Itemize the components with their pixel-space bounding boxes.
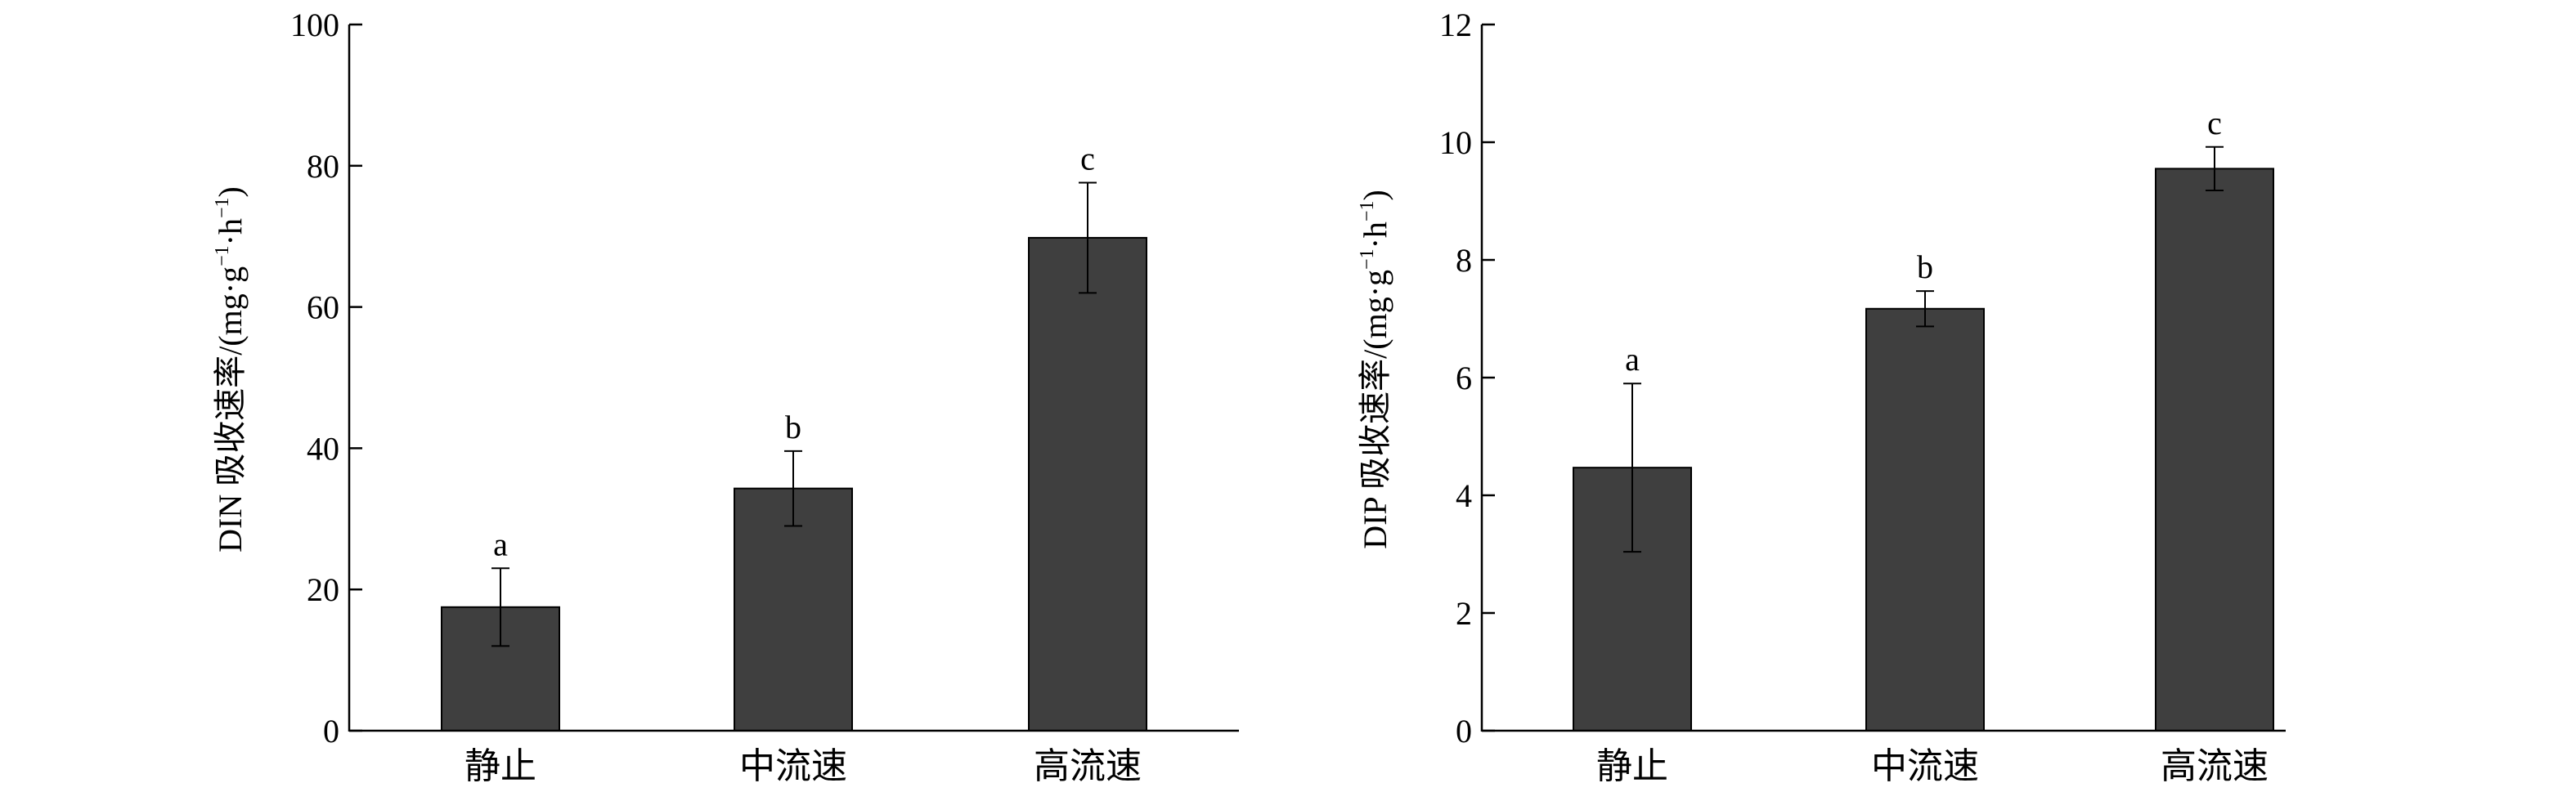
dip-category-label-1: 静止 [1596, 746, 1668, 786]
din-y-tick-label-0: 0 [323, 713, 339, 749]
din-y-axis-title-sup1: −1 [212, 245, 233, 266]
din-category-label-3: 高流速 [1034, 746, 1142, 786]
dip-y-tick-label-1: 2 [1456, 595, 1472, 632]
dip-bar-3 [2155, 168, 2274, 732]
dip-y-axis-title-sup2: −1 [1357, 201, 1378, 222]
din-category-label-1: 静止 [464, 746, 536, 786]
dip-y-axis-title: DIP 吸收速率/(mg·g−1·h−1) [1357, 190, 1393, 549]
din-significance-label-2: b [785, 409, 801, 445]
din-error-bar-1 [491, 567, 509, 647]
din-y-axis-title-sup2: −1 [212, 197, 233, 218]
dip-category-label-3: 高流速 [2161, 746, 2269, 786]
din-error-bar-2 [784, 450, 802, 527]
dip-y-axis-title-end: ) [1357, 190, 1393, 200]
dip-error-bar-3 [2206, 145, 2224, 192]
dip-y-tick-label-2: 4 [1456, 477, 1472, 514]
din-category-label-2: 中流速 [739, 746, 847, 786]
dip-y-tick-label-0: 0 [1456, 713, 1472, 749]
din-y-tick-label-5: 100 [290, 7, 339, 43]
dip-significance-label-1: a [1625, 341, 1640, 378]
dip-significance-label-3: c [2207, 105, 2222, 141]
din-y-tick-label-3: 60 [307, 289, 339, 326]
din-significance-label-3: c [1080, 141, 1095, 177]
din-y-axis-title-main: DIN 吸收速率/(mg·g [212, 266, 249, 553]
din-y-tick-label-1: 20 [307, 571, 339, 608]
dip-y-tick-label-4: 8 [1456, 242, 1472, 279]
dip-y-tick-label-6: 12 [1439, 7, 1472, 43]
din-y-tick-label-2: 40 [307, 430, 339, 467]
din-significance-label-1: a [493, 526, 508, 562]
din-error-bar-3 [1079, 181, 1097, 294]
dip-y-axis-title-mid: ·h [1357, 221, 1393, 248]
dip-error-bar-2 [1916, 290, 1934, 328]
dip-y-tick-label-5: 10 [1439, 124, 1472, 161]
dip-significance-label-2: b [1917, 248, 1933, 285]
dip-error-bar-1 [1623, 383, 1641, 553]
din-bar-3 [1028, 236, 1147, 732]
din-y-tick-label-4: 80 [307, 148, 339, 185]
din-y-axis-title: DIN 吸收速率/(mg·g−1·h−1) [212, 186, 249, 553]
din-y-axis-title-end: ) [212, 186, 249, 197]
dip-y-axis-title-sup1: −1 [1357, 248, 1378, 270]
dip-bar-2 [1865, 307, 1985, 732]
dip-category-label-2: 中流速 [1871, 746, 1979, 786]
dip-y-tick-label-3: 6 [1456, 360, 1472, 396]
dip-y-axis-title-main: DIP 吸收速率/(mg·g [1357, 270, 1393, 549]
din-y-axis-title-mid: ·h [212, 218, 249, 245]
